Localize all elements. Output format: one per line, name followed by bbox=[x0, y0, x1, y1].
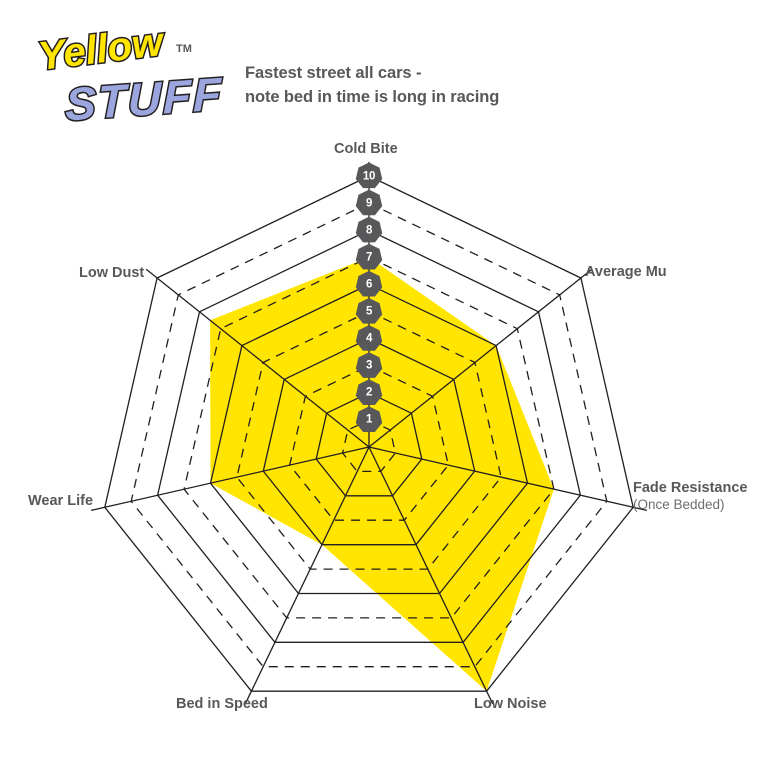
axis-spoke-6 bbox=[156, 277, 370, 448]
scale-badge-8: 8 bbox=[355, 216, 383, 244]
grid-ring-3 bbox=[288, 364, 450, 521]
logo-bottom-fill: STUFF bbox=[65, 67, 223, 130]
scale-badge-9: 9 bbox=[355, 189, 383, 217]
badge-label: 8 bbox=[365, 224, 373, 237]
scale-badge-4: 4 bbox=[355, 325, 383, 352]
badge-label: 6 bbox=[365, 278, 373, 291]
scale-badge-10: 10 bbox=[355, 162, 383, 190]
badge-label: 1 bbox=[365, 413, 373, 426]
axis-label-fade-resistance-main: Fade Resistance bbox=[633, 480, 748, 496]
axis-tick-2 bbox=[633, 506, 648, 512]
scale-badge-1: 1 bbox=[355, 406, 383, 433]
badge-label: 3 bbox=[365, 359, 373, 372]
scale-badge-5: 5 bbox=[355, 298, 383, 325]
grid-ring-2 bbox=[315, 392, 423, 497]
grid-ring-9 bbox=[130, 202, 608, 668]
axis-spoke-5 bbox=[104, 446, 370, 508]
axis-spoke-2 bbox=[368, 446, 634, 508]
axis-spoke-1 bbox=[368, 277, 582, 448]
axis-label-fade-resistance: Fade Resistance (Once Bedded) bbox=[633, 479, 747, 514]
axis-label-wear-life: Wear Life bbox=[28, 493, 94, 509]
yellowstuff-logo-graphic: Yellow Yellow TM STUFF STUFF bbox=[34, 24, 224, 132]
axis-tick-1 bbox=[580, 268, 593, 279]
grid-ring-1 bbox=[341, 419, 397, 473]
grid-ring-6 bbox=[209, 283, 529, 595]
badge-label: 4 bbox=[365, 332, 373, 345]
axis-label-low-noise: Low Noise bbox=[474, 696, 547, 712]
grid-ring-8 bbox=[156, 229, 582, 643]
grid-ring-7 bbox=[183, 256, 555, 619]
badge-label: 7 bbox=[365, 251, 373, 264]
logo-trademark: TM bbox=[176, 43, 192, 55]
badge-label: 2 bbox=[365, 386, 373, 399]
grid-ring-4 bbox=[262, 337, 476, 546]
badge-label: 10 bbox=[362, 170, 376, 182]
logo-top-outline: Yellow bbox=[36, 24, 169, 79]
chart-title: Fastest street all cars - note bed in ti… bbox=[245, 62, 575, 110]
chart-title-line2: note bed in time is long in racing bbox=[245, 87, 500, 106]
axis-spoke-3 bbox=[368, 446, 488, 692]
chart-title-line1: Fastest street all cars - bbox=[245, 64, 422, 82]
axis-label-cold-bite: Cold Bite bbox=[334, 141, 398, 157]
scale-badge-7: 7 bbox=[355, 243, 383, 271]
axis-label-fade-resistance-sub: (Once Bedded) bbox=[633, 497, 725, 513]
axis-label-bed-in-speed: Bed in Speed bbox=[176, 696, 268, 712]
brand-logo: Yellow Yellow TM STUFF STUFF bbox=[34, 24, 254, 132]
axis-tick-5 bbox=[90, 506, 105, 512]
logo-bottom-outline: STUFF bbox=[65, 67, 223, 130]
scale-badge-6: 6 bbox=[355, 270, 383, 298]
grid-rings bbox=[104, 175, 634, 692]
grid-ring-10 bbox=[104, 175, 634, 692]
scale-badge-3: 3 bbox=[355, 352, 383, 379]
scale-badge-2: 2 bbox=[355, 379, 383, 406]
axis-spoke-4 bbox=[250, 446, 370, 692]
axis-label-low-dust: Low Dust bbox=[79, 265, 145, 281]
badge-label: 9 bbox=[365, 197, 373, 210]
badge-label: 5 bbox=[365, 305, 373, 318]
axis-tick-3 bbox=[486, 690, 494, 705]
axis-tick-4 bbox=[244, 690, 252, 705]
axis-tick-6 bbox=[145, 268, 158, 279]
axis-label-average-mu: Average Mu bbox=[585, 264, 667, 280]
